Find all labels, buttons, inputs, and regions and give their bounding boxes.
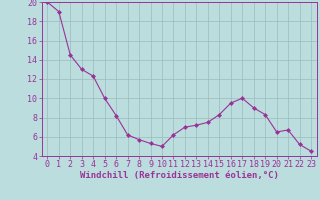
X-axis label: Windchill (Refroidissement éolien,°C): Windchill (Refroidissement éolien,°C) xyxy=(80,171,279,180)
